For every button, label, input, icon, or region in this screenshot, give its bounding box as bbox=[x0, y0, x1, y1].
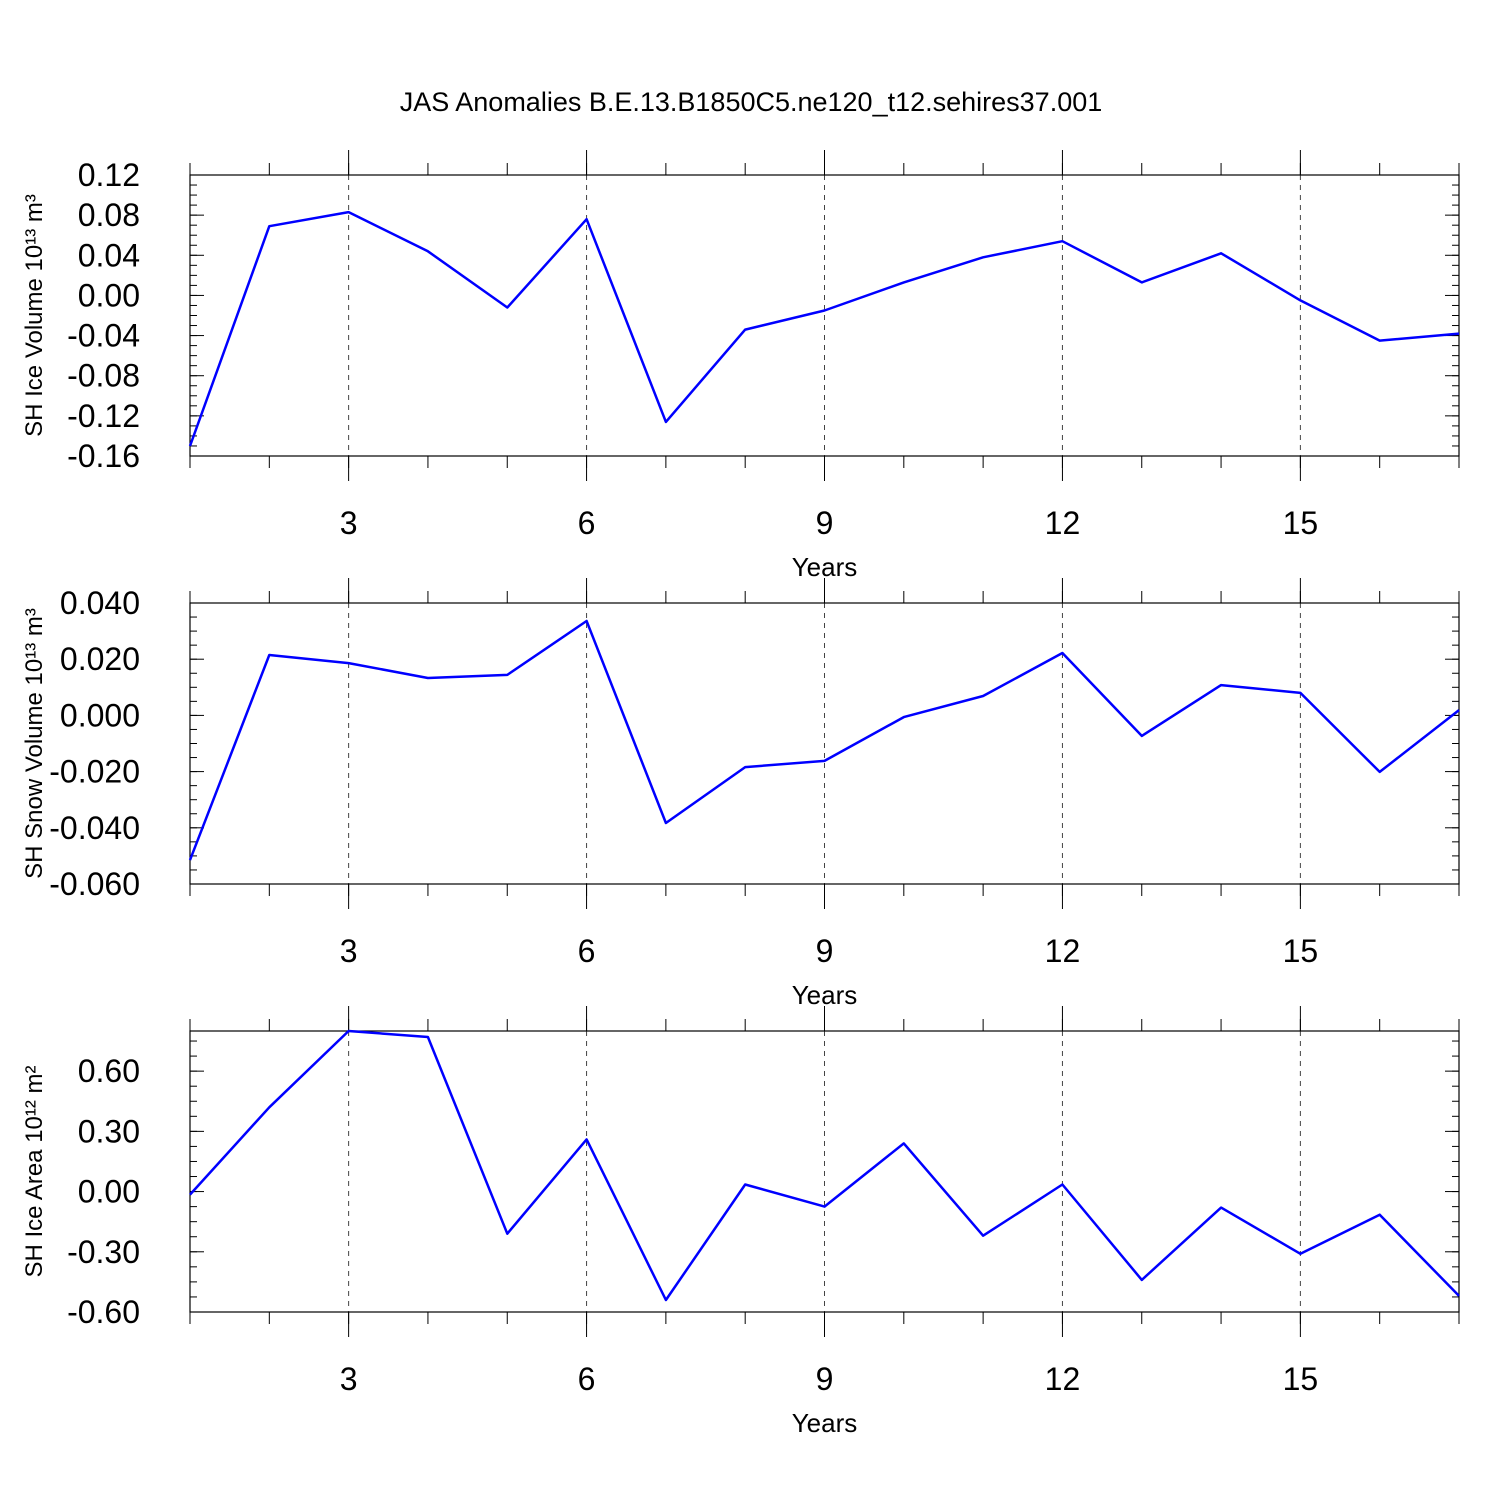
y-axis-label: SH Snow Volume 10¹³ m³ bbox=[21, 608, 48, 879]
x-tick-label: 12 bbox=[1045, 933, 1081, 969]
x-tick-label: 6 bbox=[578, 505, 596, 541]
data-line bbox=[189, 1029, 1460, 1302]
y-tick-label: -0.12 bbox=[67, 398, 140, 434]
y-tick-label: -0.020 bbox=[49, 754, 140, 790]
y-tick-label: 0.00 bbox=[78, 1174, 140, 1210]
y-tick-label: -0.04 bbox=[67, 318, 140, 354]
y-axis-label: SH Ice Area 10¹² m² bbox=[21, 1065, 48, 1277]
x-tick-label: 12 bbox=[1045, 505, 1081, 541]
x-tick-label: 15 bbox=[1283, 933, 1319, 969]
x-tick-label: 9 bbox=[816, 1361, 834, 1397]
x-tick-label: 3 bbox=[340, 505, 358, 541]
x-axis-label: Years bbox=[792, 1408, 858, 1438]
y-tick-label: 0.60 bbox=[78, 1053, 140, 1089]
x-tick-label: 9 bbox=[816, 933, 834, 969]
y-tick-label: 0.000 bbox=[60, 697, 140, 733]
y-axis-label: SH Ice Volume 10¹³ m³ bbox=[21, 194, 48, 437]
y-tick-label: -0.08 bbox=[67, 358, 140, 394]
x-tick-label: 6 bbox=[578, 1361, 596, 1397]
y-tick-label: 0.12 bbox=[78, 157, 140, 193]
x-tick-label: 12 bbox=[1045, 1361, 1081, 1397]
y-tick-label: 0.020 bbox=[60, 641, 140, 677]
x-tick-label: 6 bbox=[578, 933, 596, 969]
data-line bbox=[188, 619, 1460, 861]
x-tick-label: 15 bbox=[1283, 505, 1319, 541]
x-tick-label: 15 bbox=[1283, 1361, 1319, 1397]
figure-title: JAS Anomalies B.E.13.B1850C5.ne120_t12.s… bbox=[400, 87, 1103, 117]
x-axis-label: Years bbox=[792, 552, 858, 582]
y-tick-label: 0.30 bbox=[78, 1113, 140, 1149]
y-tick-label: 0.04 bbox=[78, 237, 140, 273]
y-tick-label: -0.060 bbox=[49, 866, 140, 902]
plot-frame bbox=[189, 174, 1460, 457]
y-tick-label: -0.30 bbox=[67, 1234, 140, 1270]
y-tick-label: 0.00 bbox=[78, 277, 140, 313]
plot-frame bbox=[189, 1030, 1460, 1313]
y-tick-label: -0.040 bbox=[49, 810, 140, 846]
plot-frame bbox=[189, 602, 1460, 885]
x-tick-label: 3 bbox=[340, 933, 358, 969]
y-tick-label: 0.08 bbox=[78, 197, 140, 233]
x-tick-label: 3 bbox=[340, 1361, 358, 1397]
x-tick-label: 9 bbox=[816, 505, 834, 541]
y-tick-label: -0.60 bbox=[67, 1294, 140, 1330]
y-tick-label: 0.040 bbox=[60, 585, 140, 621]
data-line bbox=[188, 210, 1460, 447]
y-tick-label: -0.16 bbox=[67, 438, 140, 474]
x-axis-label: Years bbox=[792, 980, 858, 1010]
